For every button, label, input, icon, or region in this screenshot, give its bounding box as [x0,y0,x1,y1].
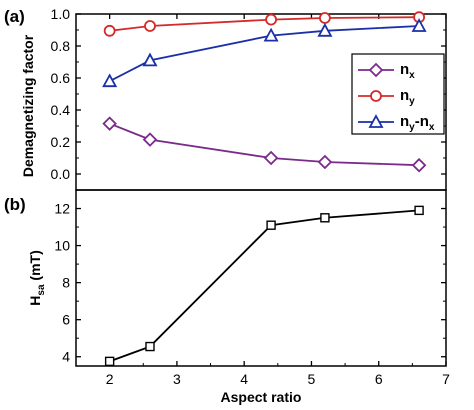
legend-marker-n_y [370,90,382,102]
data-point-n_y [265,13,277,26]
panel-b-ytick-label: 8 [62,275,70,291]
panel-b-label: (b) [4,195,26,214]
xtick-label: 4 [240,371,248,387]
data-point-n_x [263,150,279,166]
panel-b-ylabel: Hsa (mT) [27,250,47,305]
data-point-n_y-n_x [411,18,427,32]
data-point-n_y-n_x [317,22,333,37]
series-line-hsa [109,209,420,363]
data-point-n_y [103,24,116,37]
panel-a-ytick-label: 0.0 [51,166,71,182]
data-point-n_y [144,20,156,32]
data-point-n_y-n_x [263,27,279,42]
panel-a-ytick-label: 0.8 [51,38,71,54]
panel-a-ytick-label: 1.0 [51,6,71,22]
data-point-n_y-n_x [142,52,158,67]
panel-a-ytick-label: 0.6 [51,70,71,86]
data-point-n_x [102,116,117,131]
panel-a-ytick-label: 0.4 [51,102,71,118]
legend-box [351,53,445,135]
panel-a-label: (a) [4,7,25,26]
legend-marker-n_y-n_x [368,114,384,128]
data-point-hsa [104,356,115,367]
panel-a: 0.0 0.2 0.4 0.6 0.8 1.0 nx ny ny-nx (a) Demagnetiz… [4,6,447,191]
panel-b-ytick-label: 10 [54,238,70,254]
data-point-hsa [266,220,276,230]
xtick-label: 6 [375,371,383,387]
legend-label-n_y: ny [400,87,415,107]
panel-b-ytick-label: 12 [54,201,70,217]
data-point-n_x [411,157,427,173]
panel-b-frame [75,189,447,367]
legend-label-n_x: nx [400,61,415,81]
xtick-label: 3 [173,371,181,387]
data-point-hsa [320,213,330,223]
xtick-label: 7 [442,371,450,387]
x-axis-label: Aspect ratio [221,389,302,405]
data-point-n_x [317,154,333,170]
legend: nx ny ny-nx [351,53,445,135]
panel-a-ylabel: Demagnetizing factor [20,34,36,177]
panel-a-ytick-label: 0.2 [51,134,71,150]
xtick-label: 2 [106,371,114,387]
data-point-n_y [319,12,331,24]
xtick-label: 5 [308,371,316,387]
panel-b-ytick-label: 4 [62,349,70,365]
data-point-hsa [414,205,424,216]
panel-b: 4 6 8 10 12 2 3 4 5 6 7 (b) Hsa (mT) Aspect ratio [4,189,450,405]
data-point-n_x [142,132,158,147]
data-point-n_y-n_x [102,73,118,88]
legend-label-n_y-n_x: ny-nx [400,113,435,133]
legend-marker-n_x [368,62,384,78]
data-point-hsa [145,341,155,352]
panel-b-ytick-label: 6 [62,312,70,328]
